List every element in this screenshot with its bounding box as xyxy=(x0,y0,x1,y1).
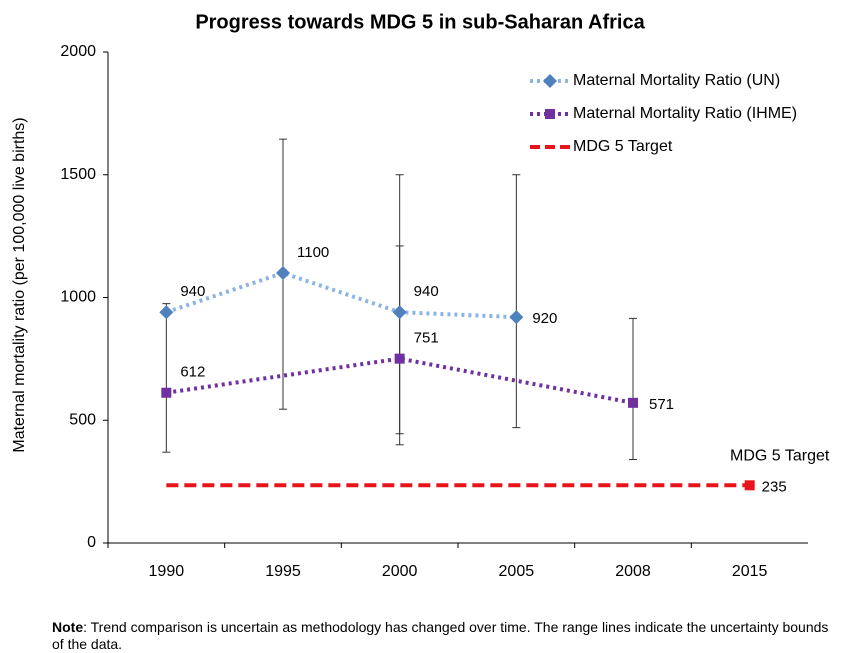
marker xyxy=(543,74,557,88)
data-label: 571 xyxy=(649,396,674,413)
marker xyxy=(159,305,174,320)
marker xyxy=(394,353,405,364)
x-tick-label: 1995 xyxy=(265,563,301,580)
marker xyxy=(628,397,638,408)
note-text: : Trend comparison is uncertain as metho… xyxy=(52,619,829,652)
legend-label: Maternal Mortality Ratio (IHME) xyxy=(573,105,797,122)
marker xyxy=(545,109,555,119)
note-label: Note xyxy=(52,619,84,635)
marker xyxy=(392,305,407,320)
data-label: 235 xyxy=(762,478,787,495)
y-tick-label: 1000 xyxy=(60,289,96,306)
y-tick-label: 500 xyxy=(69,411,96,428)
legend-label: Maternal Mortality Ratio (UN) xyxy=(573,72,780,89)
series-line xyxy=(166,356,634,405)
x-tick-label: 1990 xyxy=(149,563,185,580)
marker xyxy=(161,387,172,398)
data-label: 612 xyxy=(180,364,205,381)
data-label: 1100 xyxy=(297,244,329,261)
x-tick-label: 2008 xyxy=(615,563,651,580)
chart: Progress towards MDG 5 in sub-Saharan Af… xyxy=(11,11,830,580)
x-tick-label: 2015 xyxy=(732,563,768,580)
y-tick-label: 0 xyxy=(87,534,96,551)
y-tick-label: 2000 xyxy=(60,43,96,60)
legend-label: MDG 5 Target xyxy=(573,138,673,155)
y-axis-label: Maternal mortality ratio (per 100,000 li… xyxy=(11,117,28,452)
target-marker xyxy=(744,480,755,491)
annotation: MDG 5 Target xyxy=(730,448,830,465)
marker xyxy=(276,265,290,280)
chart-title: Progress towards MDG 5 in sub-Saharan Af… xyxy=(195,11,645,33)
data-label: 920 xyxy=(532,310,557,327)
series-line xyxy=(165,270,517,320)
data-label: 751 xyxy=(414,330,439,347)
data-label: 940 xyxy=(180,283,205,300)
marker xyxy=(509,310,524,325)
y-tick-label: 1500 xyxy=(60,166,96,183)
data-label: 940 xyxy=(414,283,439,300)
x-tick-label: 2000 xyxy=(382,563,418,580)
x-tick-label: 2005 xyxy=(499,563,535,580)
note: Note: Trend comparison is uncertain as m… xyxy=(52,619,832,653)
